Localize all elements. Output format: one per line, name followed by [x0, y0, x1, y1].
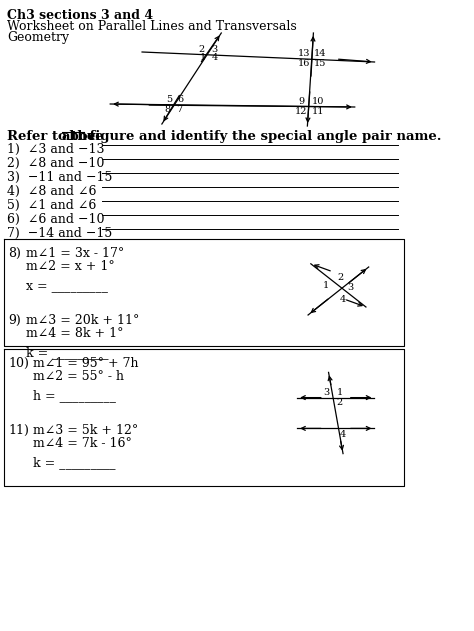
Text: m∠3 = 20k + 11°: m∠3 = 20k + 11° [26, 314, 139, 327]
Text: 10): 10) [9, 357, 29, 370]
Text: 15: 15 [314, 59, 327, 68]
Text: 2)  ∠8 and −10: 2) ∠8 and −10 [7, 157, 104, 170]
Text: 2: 2 [338, 273, 344, 281]
Text: 4: 4 [340, 430, 346, 439]
Text: 1)  ∠3 and −13: 1) ∠3 and −13 [7, 143, 104, 156]
Text: 7)  −14 and −15: 7) −14 and −15 [7, 227, 112, 240]
Text: x = _________: x = _________ [26, 279, 108, 292]
Text: 7: 7 [176, 105, 182, 114]
Text: 8): 8) [9, 247, 21, 260]
Text: 2: 2 [337, 398, 343, 407]
Text: 3: 3 [324, 388, 330, 397]
Text: 11): 11) [9, 424, 29, 437]
Text: m∠3 = 5k + 12°: m∠3 = 5k + 12° [33, 424, 138, 437]
Text: 8: 8 [164, 105, 170, 114]
Text: 4)  ∠8 and ∠6: 4) ∠8 and ∠6 [7, 185, 96, 198]
Text: k = _________: k = _________ [26, 346, 109, 359]
Text: m∠4 = 8k + 1°: m∠4 = 8k + 1° [26, 327, 123, 340]
Text: 9: 9 [298, 97, 304, 105]
Text: figure and identify the special angle pair name.: figure and identify the special angle pa… [85, 130, 442, 143]
Text: 9): 9) [9, 314, 21, 327]
Text: 16: 16 [298, 59, 310, 68]
Text: Worksheet on Parallel Lines and Transversals: Worksheet on Parallel Lines and Transver… [7, 20, 297, 33]
Text: m∠1 = 95° + 7h: m∠1 = 95° + 7h [33, 357, 138, 370]
Text: Refer to the: Refer to the [7, 130, 100, 143]
Text: 13: 13 [298, 49, 310, 57]
Text: 5: 5 [166, 95, 172, 103]
Text: 11: 11 [311, 107, 324, 115]
Text: 3: 3 [211, 45, 218, 54]
Text: h = _________: h = _________ [33, 389, 116, 402]
Text: 4: 4 [339, 295, 346, 304]
Text: 2: 2 [198, 45, 205, 54]
Text: 5)  ∠1 and ∠6: 5) ∠1 and ∠6 [7, 199, 96, 212]
Text: 1: 1 [323, 281, 329, 290]
Text: m∠2 = x + 1°: m∠2 = x + 1° [26, 260, 115, 273]
Text: m∠4 = 7k - 16°: m∠4 = 7k - 16° [33, 437, 132, 450]
Text: 1: 1 [337, 388, 343, 397]
Text: 1: 1 [200, 54, 206, 62]
Text: 10: 10 [311, 97, 324, 105]
Text: 12: 12 [295, 107, 308, 115]
Text: 4: 4 [211, 54, 218, 62]
Text: 6)  ∠6 and −10: 6) ∠6 and −10 [7, 213, 104, 226]
Text: Geometry: Geometry [7, 31, 69, 44]
Text: 3)  −11 and −15: 3) −11 and −15 [7, 171, 112, 184]
Text: 14: 14 [314, 49, 327, 57]
Text: m∠1 = 3x - 17°: m∠1 = 3x - 17° [26, 247, 124, 260]
Text: 3: 3 [347, 283, 354, 292]
Text: k = _________: k = _________ [33, 456, 115, 469]
Text: 6: 6 [178, 95, 184, 103]
Text: m∠2 = 55° - h: m∠2 = 55° - h [33, 370, 124, 383]
Text: Ch3 sections 3 and 4: Ch3 sections 3 and 4 [7, 9, 153, 22]
Text: above: above [62, 130, 105, 143]
